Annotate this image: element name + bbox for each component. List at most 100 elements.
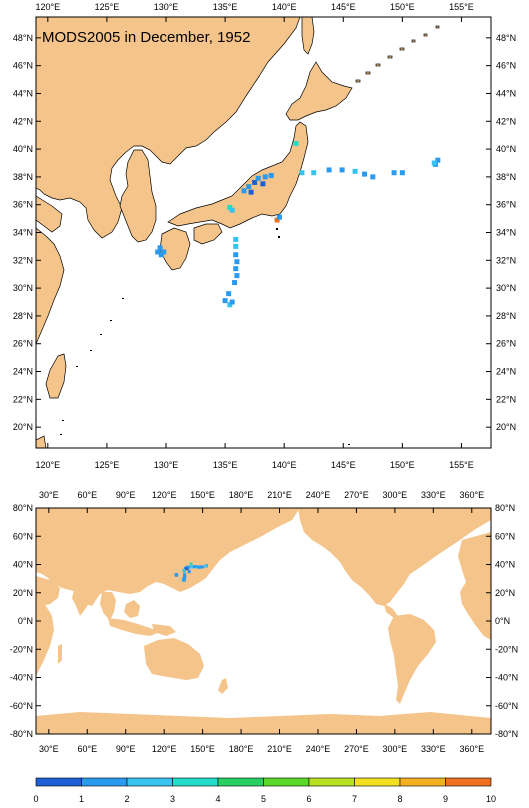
observation-cell — [255, 175, 261, 181]
regional-lat-label-right: 38°N — [496, 172, 516, 182]
global-lon-label-bottom: 150°E — [190, 744, 215, 754]
global-lon-label-bottom: 30°E — [39, 744, 59, 754]
observation-cell — [233, 266, 239, 272]
regional-lat-label-right: 26°N — [496, 339, 516, 349]
regional-lat-label-right: 46°N — [496, 61, 516, 71]
global-observation-cell — [204, 564, 208, 568]
global-lon-label-top: 270°E — [344, 490, 369, 500]
regional-axis-ticks: 120°E 120°E 125°E 125°E 130°E 130°E 135°E 135°E… — [13, 2, 516, 470]
global-observation-cell — [184, 567, 188, 571]
global-map: 30°E 30°E 60°E 60°E 90°E 90°E 120°E 120°E 150°E 1… — [10, 490, 518, 754]
global-lat-label-left: 0°N — [18, 616, 33, 626]
observation-cell — [299, 170, 305, 176]
regional-lat-label-right: 32°N — [496, 255, 516, 265]
global-lat-label-left: 60°N — [13, 531, 33, 541]
regional-observation-cells — [155, 141, 441, 308]
regional-lat-label-right: 28°N — [496, 311, 516, 321]
global-lon-label-top: 60°E — [77, 490, 97, 500]
observation-cell — [229, 207, 235, 213]
regional-lat-label-right: 36°N — [496, 200, 516, 210]
regional-lon-label-bottom: 150°E — [390, 460, 415, 470]
colorbar-label: 1 — [79, 794, 84, 804]
regional-lat-label-right: 20°N — [496, 422, 516, 432]
regional-lat-label-right: 48°N — [496, 33, 516, 43]
colorbar-label: 0 — [33, 794, 38, 804]
global-lon-label-bottom: 330°E — [421, 744, 446, 754]
north-china-coast — [36, 195, 63, 233]
global-lon-label-bottom: 90°E — [116, 744, 136, 754]
global-lon-label-top: 180°E — [229, 490, 254, 500]
global-lon-label-top: 210°E — [267, 490, 292, 500]
hainan-hint — [36, 435, 47, 448]
global-observation-cell — [182, 578, 186, 582]
observation-cell — [227, 302, 233, 308]
global-lon-label-top: 360°E — [459, 490, 484, 500]
observation-cell — [370, 174, 376, 180]
global-observation-cells — [174, 562, 208, 582]
global-observation-cell — [197, 565, 201, 569]
regional-lon-label-bottom: 125°E — [95, 460, 120, 470]
observation-cell — [234, 273, 240, 279]
southeast-asia — [100, 592, 116, 620]
observation-cell — [155, 249, 161, 255]
regional-lat-label-right: 24°N — [496, 367, 516, 377]
global-lon-label-top: 300°E — [383, 490, 408, 500]
regional-lon-label-top: 140°E — [272, 2, 297, 12]
global-lat-label-right: 40°N — [495, 560, 515, 570]
colorbar-label: 6 — [306, 794, 311, 804]
global-landmasses — [36, 508, 491, 734]
regional-lat-label-left: 30°N — [13, 283, 33, 293]
colorbar-label: 8 — [397, 794, 402, 804]
regional-lon-label-top: 145°E — [331, 2, 356, 12]
global-lon-label-top: 240°E — [306, 490, 331, 500]
observation-cell — [262, 174, 268, 180]
global-lat-label-right: 80°N — [495, 503, 515, 513]
global-observation-cell — [189, 562, 193, 566]
global-lon-label-bottom: 120°E — [152, 744, 177, 754]
regional-lat-label-right: 40°N — [496, 144, 516, 154]
regional-lat-label-left: 40°N — [13, 144, 33, 154]
regional-lat-label-left: 26°N — [13, 339, 33, 349]
regional-lat-label-right: 30°N — [496, 283, 516, 293]
regional-lat-label-left: 20°N — [13, 422, 33, 432]
global-lat-label-left: -20°N — [10, 644, 33, 654]
india — [72, 590, 92, 616]
regional-lat-label-left: 32°N — [13, 255, 33, 265]
regional-lat-label-left: 34°N — [13, 228, 33, 238]
regional-lat-label-left: 44°N — [13, 88, 33, 98]
global-lat-label-left: -60°N — [10, 701, 33, 711]
colorbar-label: 10 — [486, 794, 496, 804]
regional-lat-label-left: 36°N — [13, 200, 33, 210]
global-lat-label-right: -40°N — [495, 673, 518, 683]
global-lat-label-right: 20°N — [495, 588, 515, 598]
observation-cell — [248, 189, 254, 195]
global-lon-label-bottom: 270°E — [344, 744, 369, 754]
regional-lat-label-right: 44°N — [496, 88, 516, 98]
global-lat-label-right: 60°N — [495, 531, 515, 541]
global-lon-label-bottom: 60°E — [77, 744, 97, 754]
regional-lon-label-top: 120°E — [36, 2, 61, 12]
colorbar-swatch — [263, 777, 310, 787]
madagascar — [58, 644, 62, 664]
new-guinea — [152, 624, 176, 636]
new-zealand — [218, 678, 228, 694]
regional-lat-label-left: 42°N — [13, 116, 33, 126]
global-observation-cell — [182, 569, 186, 573]
global-lat-label-left: 20°N — [13, 588, 33, 598]
observation-cell — [352, 168, 358, 174]
japan-global — [140, 556, 152, 574]
map-title: MODS2005 in December, 1952 — [42, 29, 250, 46]
eurasia — [36, 508, 300, 606]
global-observation-cell — [201, 565, 205, 569]
sakhalin — [301, 17, 315, 55]
arabia — [36, 576, 60, 606]
colorbar-swatch — [172, 777, 219, 787]
regional-lat-label-right: 22°N — [496, 394, 516, 404]
global-lon-label-bottom: 210°E — [267, 744, 292, 754]
global-lon-label-bottom: 300°E — [383, 744, 408, 754]
global-lon-label-bottom: 240°E — [306, 744, 331, 754]
colorbar-swatch — [445, 777, 492, 787]
colorbar-swatch — [308, 777, 355, 787]
regional-lon-label-top: 155°E — [449, 2, 474, 12]
global-lat-label-right: -60°N — [495, 701, 518, 711]
